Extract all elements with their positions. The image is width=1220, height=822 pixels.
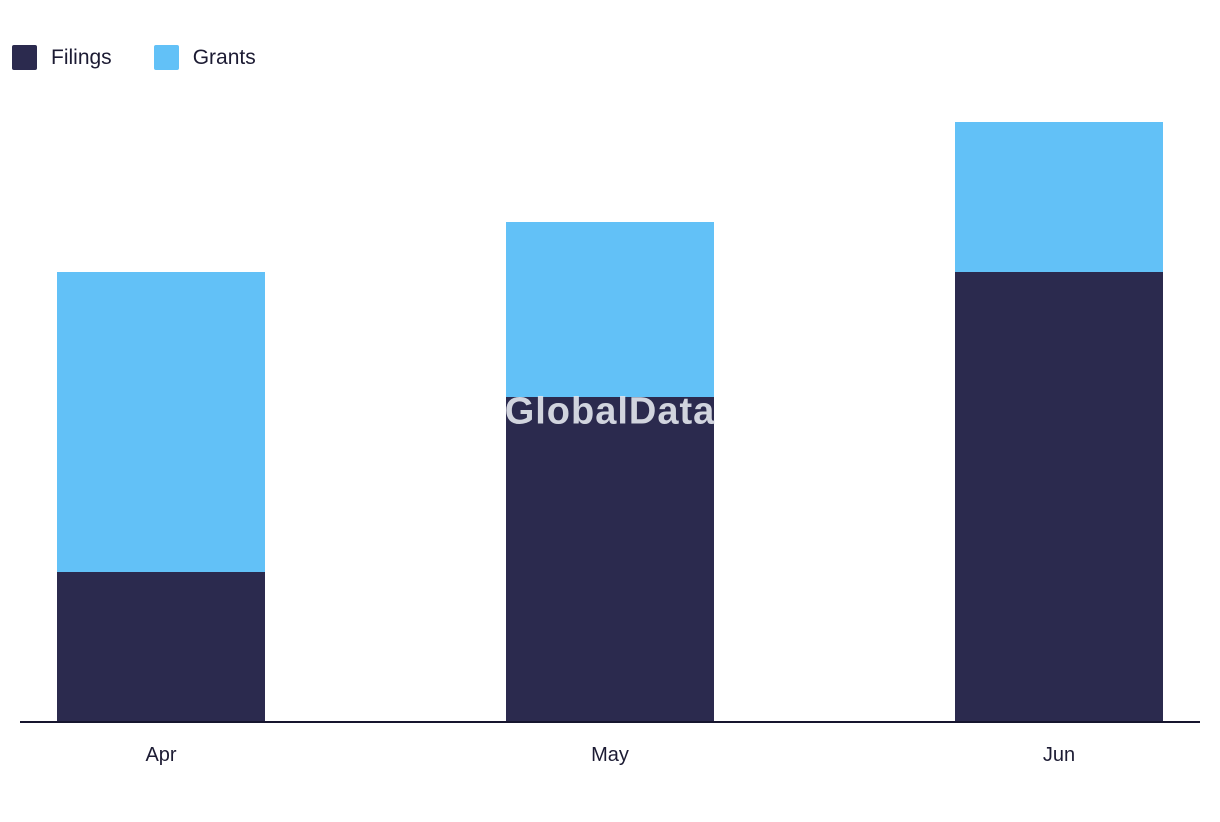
bar-group-may [506,222,714,722]
grants-swatch [153,45,179,70]
legend-item-grants: Grants [153,45,256,70]
x-axis-line [20,721,1200,723]
bar-segment-filings-apr [57,572,265,722]
bar-group-jun [955,122,1163,722]
x-axis-label-apr: Apr [145,744,177,766]
bar-segment-filings-jun [955,272,1163,722]
legend-label-filings: Filings [51,45,112,69]
legend-item-filings: Filings [12,45,112,70]
legend: Filings Grants [12,45,256,70]
legend-label-grants: Grants [192,45,256,69]
bars-container [20,102,1200,722]
bar-segment-filings-may [506,397,714,722]
x-axis-label-may: May [591,744,629,766]
bar-segment-grants-may [506,222,714,397]
plot-area [20,102,1200,722]
bar-segment-grants-jun [955,122,1163,272]
x-axis-label-jun: Jun [1042,744,1076,766]
bar-segment-grants-apr [57,272,265,572]
bar-group-apr [57,272,265,722]
filings-swatch [12,45,37,70]
x-axis-labels: Apr May Jun [20,744,1200,767]
